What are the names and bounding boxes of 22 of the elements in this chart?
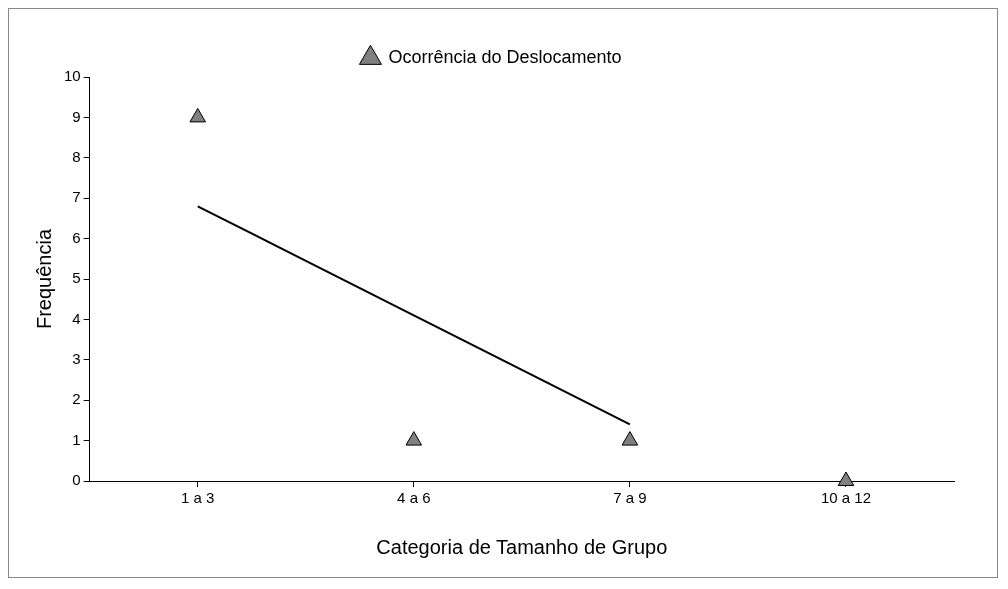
x-axis-title: Categoria de Tamanho de Grupo <box>376 535 668 558</box>
y-tick-label: 4 <box>72 309 81 327</box>
x-tick-label: 4 a 6 <box>397 489 431 507</box>
y-tick-label: 1 <box>72 430 81 448</box>
y-tick-label: 5 <box>72 269 81 287</box>
point <box>837 471 855 486</box>
y-axis-title: Frequência <box>32 228 55 330</box>
y-tick-label: 6 <box>72 228 81 246</box>
x-tick-label: 7 a 9 <box>613 489 647 507</box>
point <box>405 431 423 446</box>
point <box>621 431 639 446</box>
y-tick-label: 9 <box>72 107 81 125</box>
y-tick-label: 3 <box>72 349 81 367</box>
y-tick-label: 8 <box>72 147 81 165</box>
y-tick-label: 0 <box>72 471 81 489</box>
legend-label: Ocorrência do Deslocamento <box>388 46 622 67</box>
x-tick-label: 10 a 12 <box>820 489 871 507</box>
y-tick-label: 7 <box>72 188 81 206</box>
y-tick-label: 10 <box>64 67 81 85</box>
point <box>189 107 207 123</box>
x-tick-label: 1 a 3 <box>181 489 215 507</box>
y-tick-label: 2 <box>72 390 81 408</box>
